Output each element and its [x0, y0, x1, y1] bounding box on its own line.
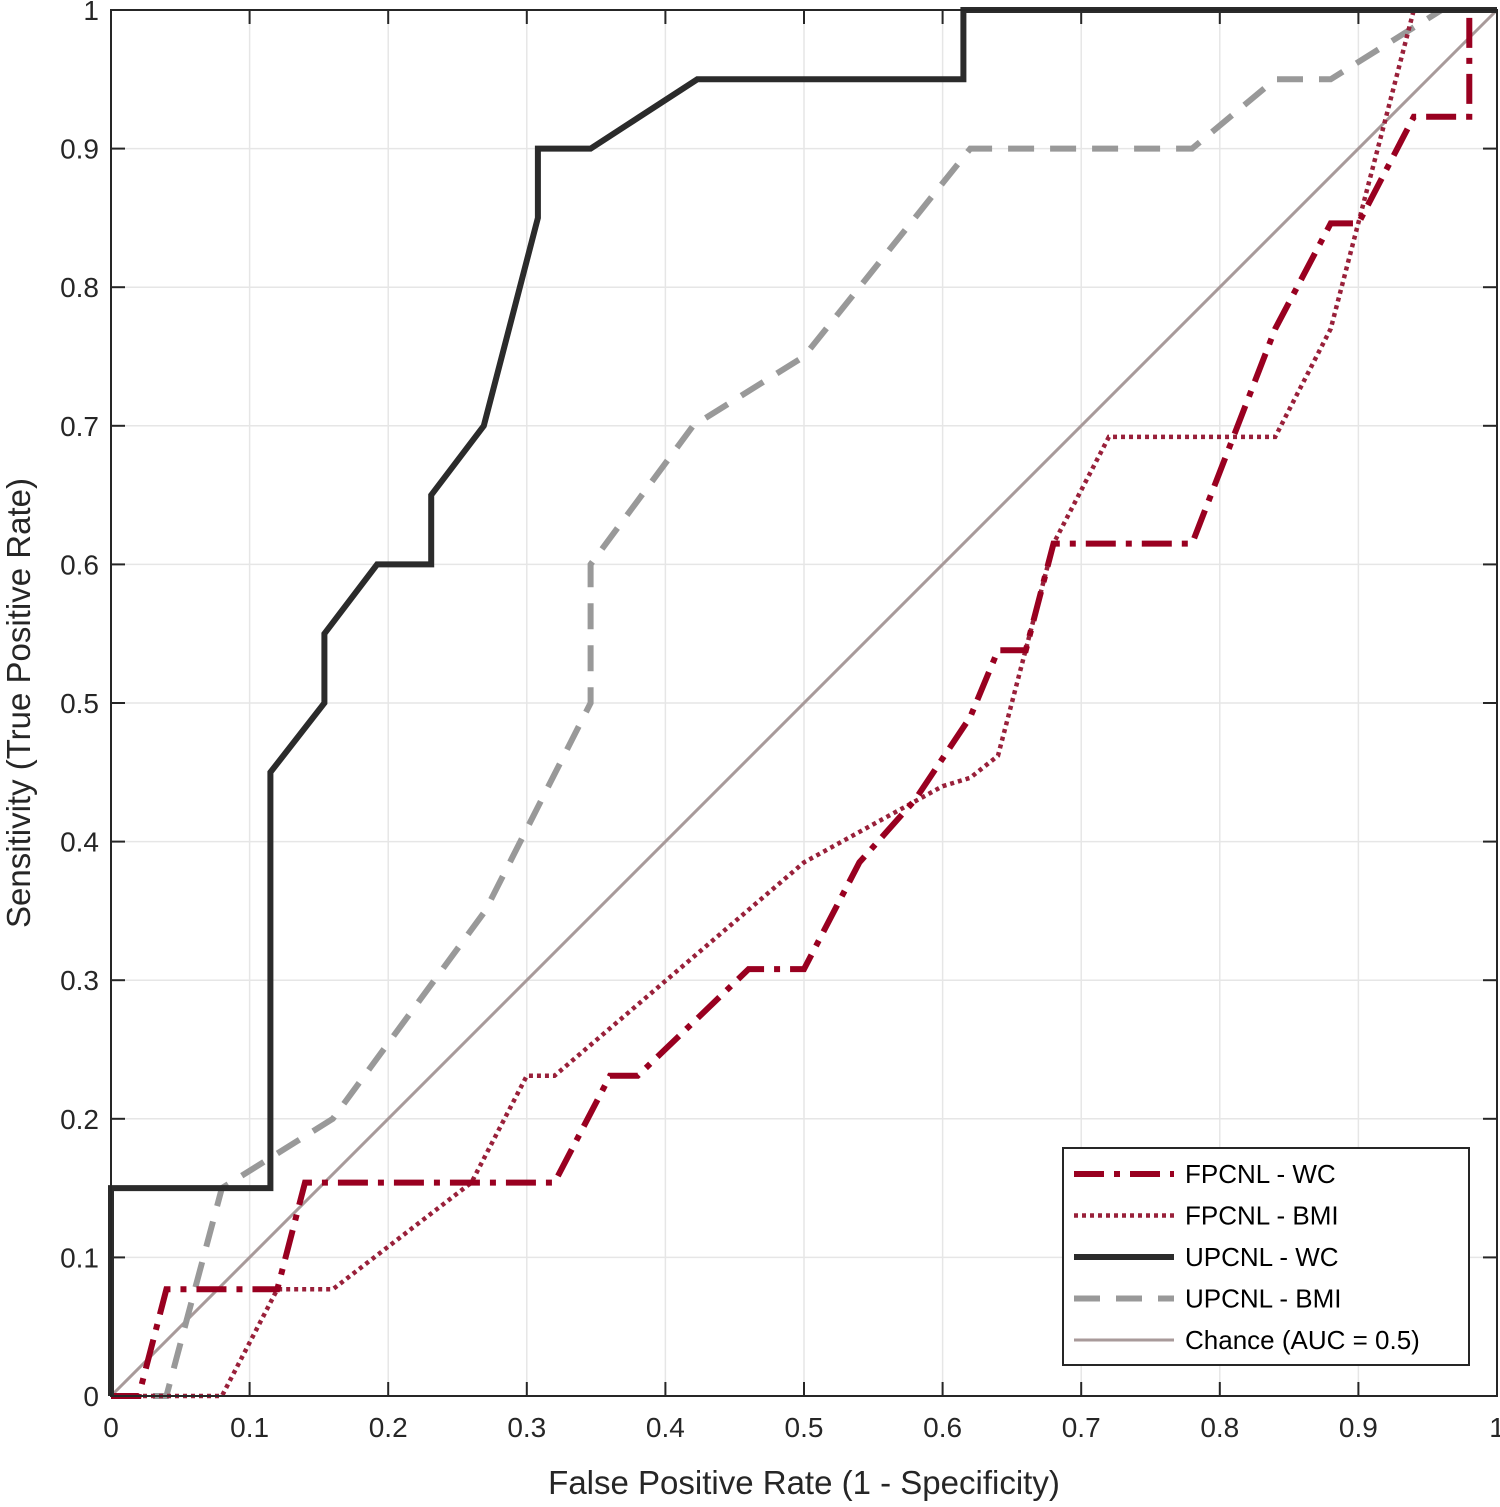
series-line-upcnl-bmi	[111, 7, 1497, 1399]
y-tick-label: 0	[83, 1381, 99, 1412]
x-tick-label: 0.5	[785, 1412, 824, 1443]
series-line-chance-auc-0-5	[109, 8, 1499, 1398]
series-line-fpcnl-wc	[111, 7, 1497, 1399]
x-tick-label: 0.3	[507, 1412, 546, 1443]
y-axis-label: Sensitivity (True Positive Rate)	[0, 478, 37, 928]
axes-box	[110, 9, 1498, 1397]
axis-ticks: 0 0.1 0.2 0.3 0.4 0.5 0.6 0.7 0.8 0.9 1 0 0.1 0.2 0.3 0…	[60, 0, 1500, 1443]
legend-label: FPCNL - WC	[1185, 1159, 1336, 1189]
legend-label: UPCNL - WC	[1185, 1242, 1339, 1272]
x-axis-label: False Positive Rate (1 - Specificity)	[548, 1464, 1060, 1501]
y-tick-label: 0.4	[60, 827, 99, 858]
legend-label: UPCNL - BMI	[1185, 1284, 1342, 1314]
legend-label: FPCNL - BMI	[1185, 1201, 1339, 1231]
y-tick-label: 0.6	[60, 549, 99, 580]
x-tick-label: 0.4	[646, 1412, 685, 1443]
y-tick-label: 0.2	[60, 1104, 99, 1135]
x-tick-label: 0.1	[230, 1412, 269, 1443]
x-tick-label: 0.8	[1200, 1412, 1239, 1443]
y-tick-label: 0.8	[60, 272, 99, 303]
plot-area	[108, 7, 1499, 1399]
y-tick-label: 0.3	[60, 965, 99, 996]
x-tick-label: 0.7	[1062, 1412, 1101, 1443]
x-tick-label: 0.2	[369, 1412, 408, 1443]
x-tick-label: 0.9	[1339, 1412, 1378, 1443]
y-tick-label: 0.5	[60, 688, 99, 719]
y-tick-label: 0.1	[60, 1242, 99, 1273]
series-line-upcnl-wc	[108, 7, 1497, 1396]
legend-label: Chance (AUC = 0.5)	[1185, 1325, 1420, 1355]
y-tick-label: 0.9	[60, 134, 99, 165]
legend: FPCNL - WC FPCNL - BMI UPCNL - WC UPCNL - B…	[1062, 1147, 1470, 1366]
x-tick-label: 1	[1489, 1412, 1500, 1443]
series-line-fpcnl-bmi	[111, 7, 1497, 1399]
x-tick-label: 0	[103, 1412, 119, 1443]
x-tick-label: 0.6	[923, 1412, 962, 1443]
y-tick-label: 0.7	[60, 411, 99, 442]
y-tick-label: 1	[83, 0, 99, 26]
